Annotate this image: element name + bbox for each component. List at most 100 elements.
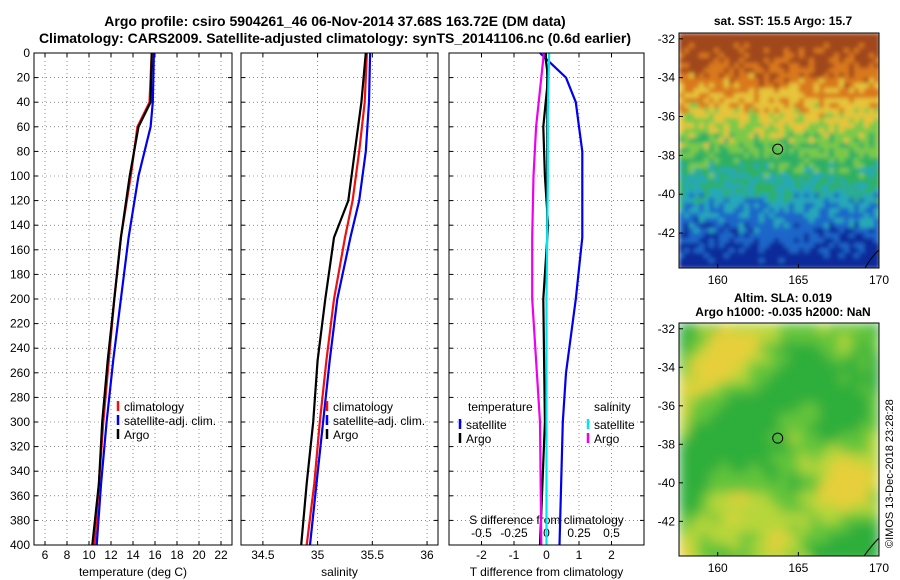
map-cell [679,123,685,129]
map-cell [749,343,760,354]
map-cell [799,188,805,194]
map-cell [844,183,850,189]
map-cell [694,168,700,174]
map-cell [749,153,755,159]
map-cell [724,223,730,229]
map-cell [774,53,780,59]
map-cell [684,133,690,139]
legend-label: Argo [466,432,492,446]
map-cell [694,178,700,184]
map-cell [804,208,810,214]
map-cell [739,483,750,494]
map-cell [679,258,685,264]
map-cell [704,148,710,154]
map-cell [699,158,705,164]
map-cell [734,38,740,44]
map-cell [689,188,695,194]
map-cell [759,123,765,129]
map-cell [854,203,860,209]
map-cell [829,63,835,69]
map-cell [734,193,740,199]
map-cell [749,253,755,259]
map-cell [709,473,720,484]
map-cell [779,163,785,169]
map-cell [734,243,740,249]
map-cell [864,113,870,119]
map-cell [699,128,705,134]
map-cell [729,113,735,119]
map-cell [814,98,820,104]
y-tick-label: 120 [10,194,30,208]
map-cell [729,33,735,39]
map-cell [744,258,750,264]
map-cell [754,58,760,64]
map-cell [739,238,745,244]
map-cell [679,188,685,194]
map-cell [759,93,765,99]
map-cell [804,148,810,154]
map-cell [769,78,775,84]
map-cell [679,263,685,268]
map-cell [679,383,690,394]
map-cell [719,513,730,524]
map-cell [834,178,840,184]
map-cell [704,33,710,39]
map-cell [749,103,755,109]
map-cell [819,68,825,74]
map-cell [679,403,690,414]
y-tick-label: 80 [17,144,31,158]
map-cell [859,168,865,174]
map-cell [769,73,775,79]
lon-tick-label: 165 [788,561,808,575]
map-cell [824,198,830,204]
map-cell [809,513,820,524]
map-cell [764,258,770,264]
map-cell [714,248,720,254]
map-cell [679,83,685,89]
map-cell [789,163,795,169]
map-cell [694,108,700,114]
map-cell [829,258,835,264]
map-cell [779,523,790,534]
map-cell [814,258,820,264]
map-cell [824,63,830,69]
map-cell [874,258,879,264]
map-cell [849,363,860,374]
map-cell [824,128,830,134]
map-cell [794,48,800,54]
map-cell [689,133,695,139]
map-cell [849,73,855,79]
map-cell [794,63,800,69]
map-cell [829,323,840,334]
map-cell [709,93,715,99]
map-cell [714,148,720,154]
map-cell [789,343,800,354]
map-cell [794,68,800,74]
map-cell [704,108,710,114]
map-cell [694,218,700,224]
map-cell [779,363,790,374]
map-cell [734,248,740,254]
map-cell [819,238,825,244]
map-cell [829,103,835,109]
map-cell [779,103,785,109]
map-cell [714,73,720,79]
map-cell [729,193,735,199]
map-cell [719,433,730,444]
map-cell [849,68,855,74]
map-cell [849,163,855,169]
legend-label: satellite [594,418,635,432]
map-cell [724,163,730,169]
map-cell [814,78,820,84]
map-cell [789,223,795,229]
map-cell [754,223,760,229]
map-cell [679,173,685,179]
map-cell [809,353,820,364]
map-cell [759,423,770,434]
map-cell [799,73,805,79]
map-cell [714,128,720,134]
map-cell [679,33,685,39]
map-cell [719,153,725,159]
map-cell [764,208,770,214]
map-cell [749,53,755,59]
